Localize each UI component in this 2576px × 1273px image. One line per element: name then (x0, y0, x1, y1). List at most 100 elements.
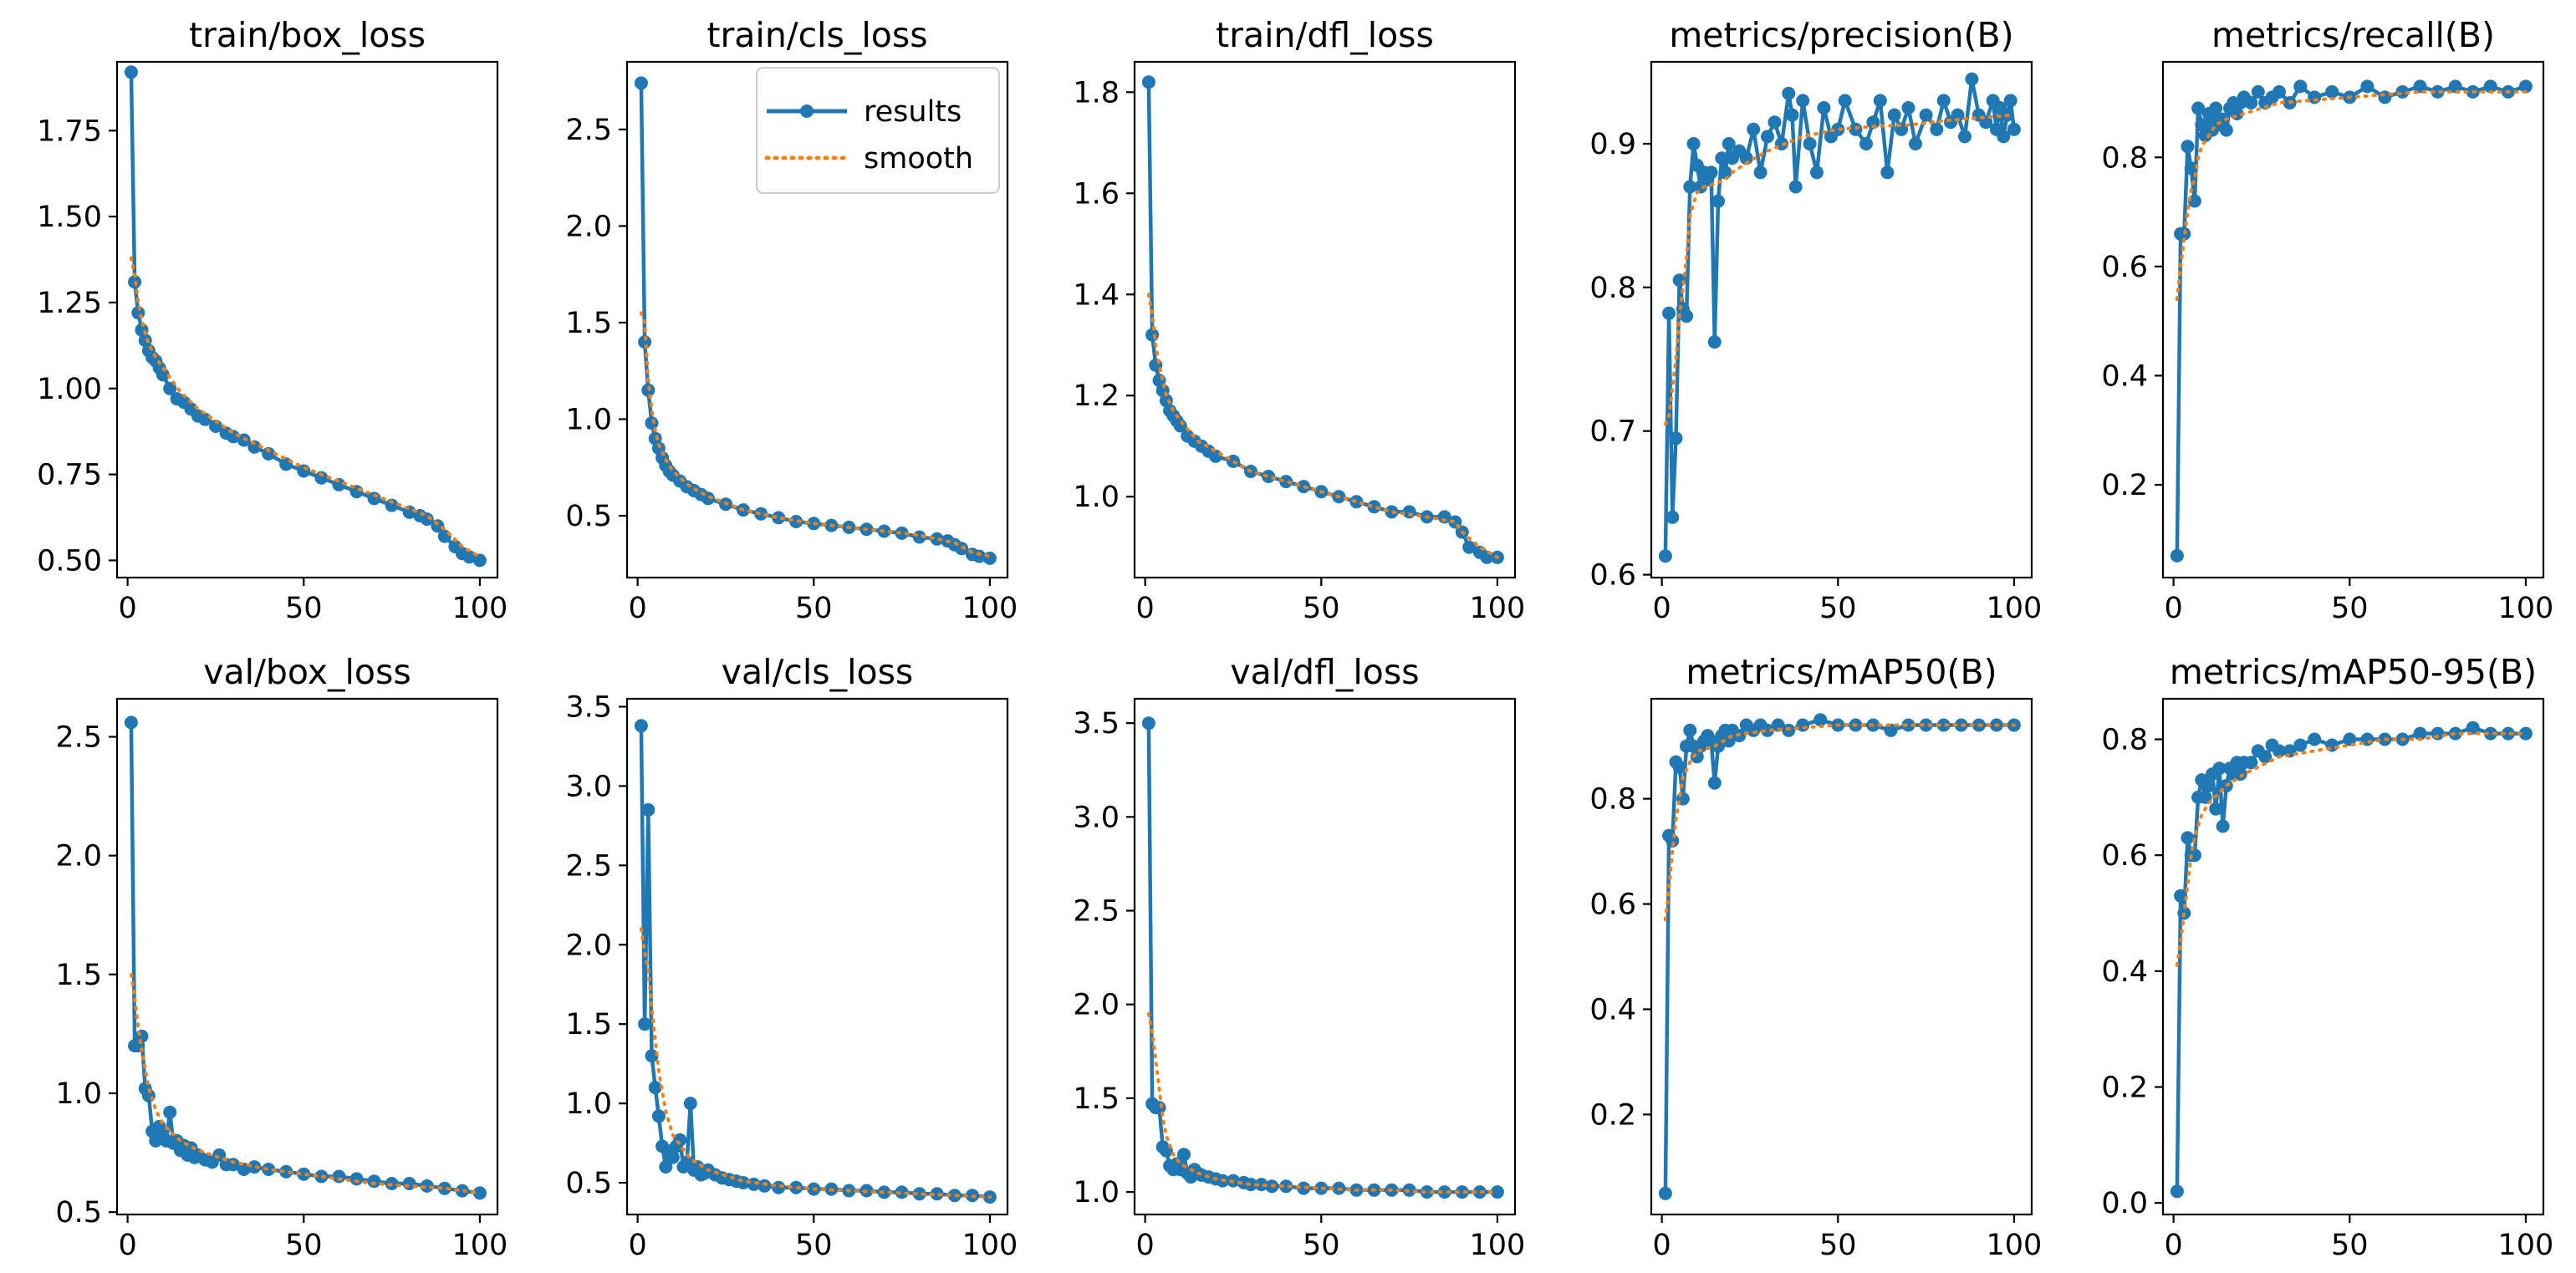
results-point (1208, 449, 1222, 463)
results-point (332, 1169, 346, 1184)
results-point (1715, 151, 1729, 165)
y-tick-label: 1.0 (565, 1087, 612, 1121)
results-point (1707, 776, 1722, 790)
y-tick-label: 2.5 (1073, 895, 1120, 929)
y-tick-label: 1.0 (1073, 481, 1120, 514)
results-point (437, 1181, 451, 1195)
y-tick-label: 1.00 (37, 373, 102, 406)
results-point (1813, 713, 1828, 727)
results-point (163, 1105, 177, 1119)
y-tick-label: 0.4 (2101, 359, 2148, 393)
results-point (472, 553, 487, 568)
results-point (1767, 115, 1782, 130)
results-point (1680, 309, 1694, 323)
results-point (1803, 137, 1817, 150)
results-point (1817, 101, 1831, 115)
y-tick-label: 2.0 (1073, 989, 1120, 1022)
results-point (1665, 510, 1680, 524)
results-point (2195, 118, 2209, 132)
y-tick-label: 0.6 (2101, 839, 2148, 873)
y-tick-label: 2.0 (55, 840, 102, 873)
results-point (1349, 495, 1364, 509)
results-point (1279, 1179, 1293, 1194)
x-tick-label: 100 (2498, 592, 2554, 625)
legend: results smooth (756, 67, 1000, 194)
results-point (1177, 1148, 1191, 1162)
x-tick-label: 50 (1303, 1229, 1340, 1262)
results-point (1859, 137, 1873, 150)
results-point (2007, 122, 2021, 136)
y-tick-label: 0.0 (2101, 1187, 2148, 1220)
results-point (1437, 510, 1451, 524)
results-point (1810, 165, 1824, 180)
results-point (1909, 137, 1922, 150)
results-point (2378, 90, 2392, 104)
results-point (1785, 108, 1799, 122)
results-point (1761, 723, 1774, 737)
results-point (789, 515, 803, 528)
y-tick-label: 2.5 (565, 849, 612, 883)
x-tick-label: 100 (1987, 1229, 2043, 1262)
results-point (2219, 123, 2233, 137)
subplot-title: metrics/recall(B) (2211, 15, 2495, 55)
results-point (634, 719, 648, 733)
results-point (1297, 1181, 1311, 1195)
results-point (659, 1160, 673, 1174)
x-tick-label: 100 (1470, 1229, 1526, 1262)
x-tick-label: 50 (1303, 592, 1340, 625)
y-tick-label: 0.6 (1589, 559, 1636, 593)
y-tick-label: 0.50 (37, 544, 102, 578)
results-point (2216, 819, 2230, 833)
smooth-line (1663, 723, 2016, 922)
subplot-title: train/cls_loss (706, 15, 927, 55)
results-point (645, 416, 659, 430)
results-point (138, 334, 152, 348)
results-point (2181, 140, 2195, 154)
results-point (982, 551, 997, 565)
y-tick-label: 1.5 (1073, 1082, 1120, 1116)
results-point (1141, 75, 1155, 89)
results-point (2293, 738, 2308, 752)
results-point (2181, 831, 2195, 845)
plot-frame (1650, 697, 2033, 1216)
subplot-metrics-recall-b: metrics/recall(B) 0 50 100 0.2 0.4 0.6 0.8 (2101, 15, 2553, 625)
y-tick-label: 0.75 (37, 459, 102, 492)
results-point (1152, 1101, 1166, 1115)
subplot-val-dfl-loss: val/dfl_loss 0 50 100 1.0 1.5 2.0 2.5 3.0 3.5 (1073, 652, 1525, 1262)
results-point (930, 1187, 944, 1201)
results-point (2518, 726, 2533, 741)
y-tick-label: 2.5 (55, 721, 102, 754)
results-point (1665, 834, 1680, 848)
results-point (2293, 79, 2308, 94)
results-point (1739, 151, 1753, 165)
results-point (437, 529, 451, 543)
x-tick-label: 0 (1135, 592, 1154, 625)
x-tick-label: 50 (1819, 592, 1857, 625)
results-point (2431, 726, 2445, 741)
y-tick-label: 1.75 (37, 115, 102, 148)
x-tick-label: 100 (962, 592, 1018, 625)
results-point (1704, 165, 1718, 180)
y-tick-label: 0.8 (2101, 141, 2148, 175)
y-tick-label: 0.5 (565, 1167, 612, 1200)
results-point (1658, 1186, 1672, 1200)
smooth-line (639, 927, 992, 1199)
y-tick-label: 0.7 (1589, 415, 1636, 449)
results-point (1437, 1185, 1451, 1199)
y-tick-label: 0.5 (55, 1196, 102, 1230)
results-point (1455, 1185, 1469, 1199)
x-tick-label: 50 (795, 1229, 833, 1262)
subplot-val-box-loss: val/box_loss 0 50 100 0.5 1.0 1.5 2.0 2.5 (55, 652, 508, 1262)
x-tick-label: 50 (1819, 1229, 1857, 1262)
results-point (2501, 726, 2515, 741)
y-tick-label: 0.8 (2101, 724, 2148, 757)
results-point (2174, 889, 2188, 903)
results-point (1866, 115, 1880, 130)
x-tick-label: 100 (1470, 592, 1526, 625)
results-point (1788, 180, 1803, 194)
x-tick-label: 0 (1652, 592, 1671, 625)
results-point (2209, 101, 2223, 115)
y-tick-label: 1.5 (565, 1008, 612, 1041)
results-point (1683, 723, 1697, 737)
plot-frame (1133, 60, 1517, 579)
